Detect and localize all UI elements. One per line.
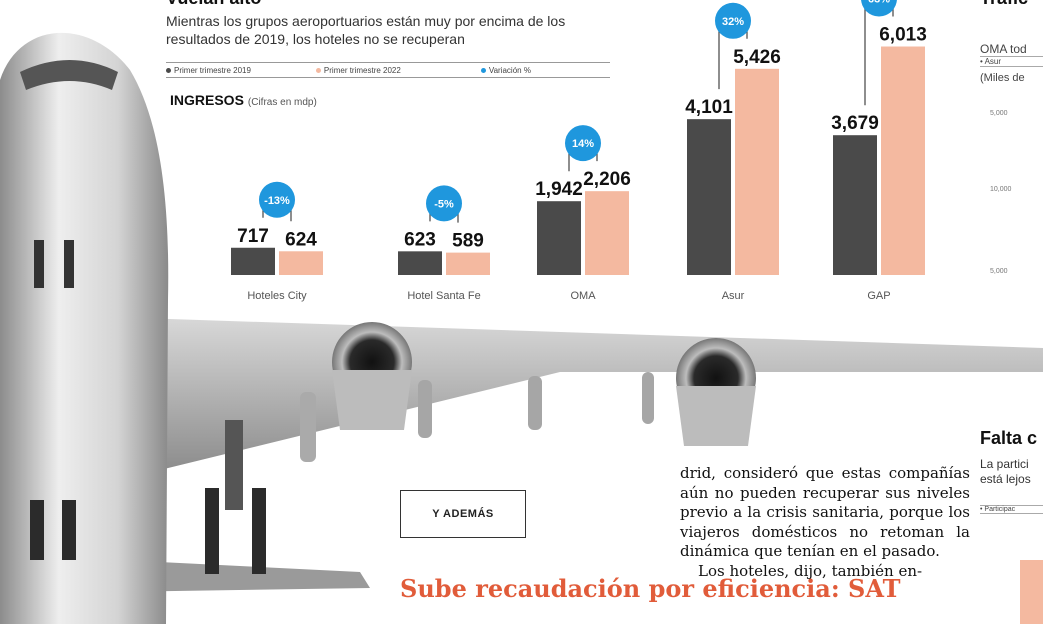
value-label-2019: 717: [237, 226, 269, 247]
bar-2019: [537, 201, 581, 275]
variation-bubble: [715, 2, 751, 39]
category-label: Hotel Santa Fe: [407, 290, 480, 302]
right-tick-1: 5,000: [990, 110, 1008, 117]
legend-item-2022: Primer trimestre 2022: [315, 66, 401, 75]
value-label-2019: 4,101: [685, 97, 733, 118]
bar-2022: [585, 191, 629, 275]
related-headline[interactable]: Sube recaudación por eficiencia: SAT: [400, 574, 901, 603]
variation-label: 32%: [722, 16, 744, 28]
bar-2019: [687, 119, 731, 275]
falta-subtitle: La partici está lejos: [980, 457, 1031, 486]
value-label-2019: 623: [404, 229, 436, 250]
section-label: INGRESOS (Cifras en mdp): [170, 92, 317, 108]
bar-2022: [279, 251, 323, 275]
bar-2022: [881, 46, 925, 276]
right-chart-legend: • Asur: [980, 56, 1043, 67]
variation-label: -13%: [264, 195, 290, 207]
article-body: drid, consideró que estas compañías aún …: [680, 464, 970, 581]
y-ademas-box: Y ADEMÁS: [400, 490, 526, 538]
falta-title: Falta c: [980, 428, 1038, 448]
bar-2022: [446, 252, 490, 275]
variation-bubble: [426, 185, 462, 222]
value-label-2022: 5,426: [733, 47, 781, 68]
category-label: OMA: [570, 290, 596, 302]
tail-wing: [110, 560, 370, 592]
bar-2022: [735, 68, 779, 275]
value-label-2022: 589: [452, 231, 484, 252]
body-paragraph: Los hoteles, dijo, también en-: [698, 561, 923, 580]
value-label-2022: 6,013: [879, 25, 927, 46]
bar-2019: [833, 135, 877, 275]
chart-legend: Primer trimestre 2019 Primer trimestre 2…: [166, 62, 610, 78]
variation-label: 14%: [572, 138, 594, 150]
variation-label: 63%: [868, 0, 890, 6]
chart-subtitle: Mientras los grupos aeroportuarios están…: [166, 13, 566, 47]
variation-bubble: [259, 181, 295, 218]
value-label-2019: 1,942: [535, 179, 583, 200]
legend-item-2019: Primer trimestre 2019: [166, 66, 251, 75]
right-tick-2: 10,000: [990, 186, 1012, 193]
value-label-2022: 2,206: [583, 169, 631, 190]
variation-bubble: [861, 0, 897, 17]
variation-label: -5%: [434, 198, 454, 210]
value-label-2019: 3,679: [831, 113, 879, 134]
bar-2019: [398, 251, 442, 275]
body-paragraph: drid, consideró que estas compañías aún …: [680, 464, 970, 560]
chart-title: Vuelan alto: [166, 0, 261, 9]
right-tick-3: 5,000: [990, 268, 1008, 275]
falta-bar: [1020, 560, 1043, 624]
right-chart-subtitle: OMA tod: [980, 42, 1027, 56]
category-label: GAP: [867, 290, 890, 302]
category-label: Hoteles City: [247, 290, 307, 302]
value-label-2022: 624: [285, 229, 317, 250]
right-chart-units: (Miles de: [980, 72, 1025, 84]
right-chart-title: Tráfic: [980, 0, 1028, 9]
fuselage: [0, 32, 169, 624]
legend-item-variacion: Variación %: [480, 66, 531, 75]
category-label: Asur: [722, 290, 745, 302]
variation-bubble: [565, 125, 601, 162]
bar-2019: [231, 247, 275, 275]
falta-legend: • Participac: [980, 505, 1043, 514]
